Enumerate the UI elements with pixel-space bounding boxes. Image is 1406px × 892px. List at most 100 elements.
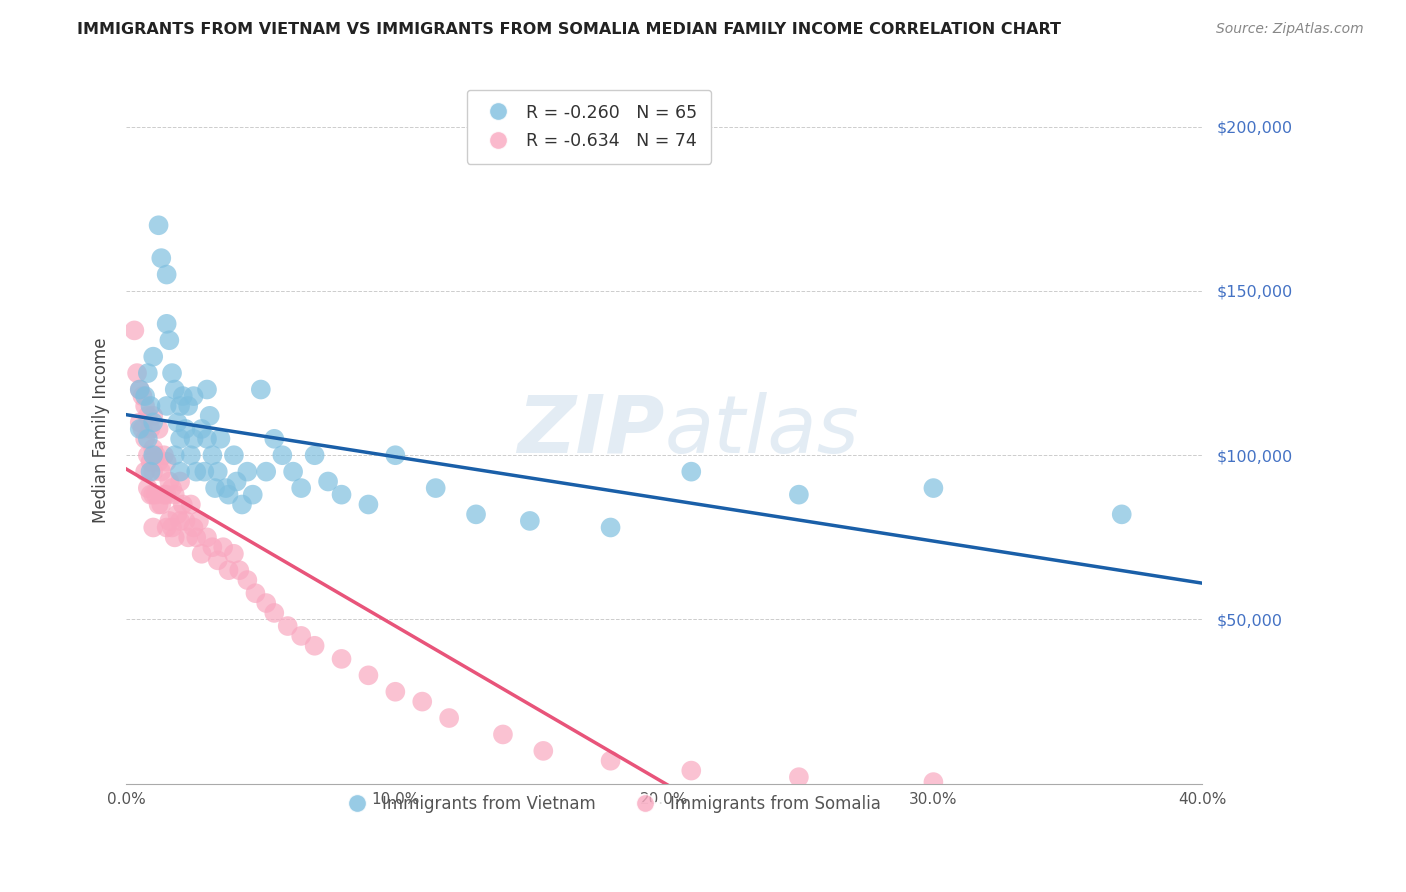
Point	[384, 685, 406, 699]
Point	[139, 422, 162, 436]
Point	[1111, 508, 1133, 522]
Point	[134, 399, 156, 413]
Point	[236, 573, 259, 587]
Point	[201, 540, 224, 554]
Point	[263, 432, 285, 446]
Point	[128, 422, 150, 436]
Point	[142, 442, 165, 456]
Point	[242, 488, 264, 502]
Point	[156, 268, 179, 282]
Point	[156, 399, 179, 413]
Point	[156, 488, 179, 502]
Point	[156, 520, 179, 534]
Point	[169, 475, 191, 489]
Point	[290, 629, 312, 643]
Point	[357, 668, 380, 682]
Point	[174, 514, 197, 528]
Point	[922, 481, 945, 495]
Point	[263, 606, 285, 620]
Point	[277, 619, 299, 633]
Point	[156, 455, 179, 469]
Point	[124, 323, 146, 337]
Point	[228, 563, 250, 577]
Point	[204, 481, 226, 495]
Point	[169, 514, 191, 528]
Point	[787, 770, 810, 784]
Point	[183, 520, 205, 534]
Point	[290, 481, 312, 495]
Point	[437, 711, 460, 725]
Point	[254, 465, 277, 479]
Point	[136, 448, 159, 462]
Point	[254, 596, 277, 610]
Point	[186, 465, 208, 479]
Y-axis label: Median Family Income: Median Family Income	[93, 338, 110, 524]
Point	[209, 432, 232, 446]
Point	[231, 498, 253, 512]
Point	[599, 754, 621, 768]
Point	[157, 475, 180, 489]
Point	[139, 465, 162, 479]
Point	[519, 514, 541, 528]
Point	[148, 455, 170, 469]
Point	[136, 409, 159, 423]
Point	[142, 409, 165, 423]
Point	[198, 409, 221, 423]
Point	[193, 465, 215, 479]
Point	[128, 383, 150, 397]
Point	[139, 399, 162, 413]
Point	[163, 448, 186, 462]
Point	[212, 540, 235, 554]
Point	[681, 465, 703, 479]
Point	[225, 475, 247, 489]
Point	[465, 508, 488, 522]
Point	[131, 422, 153, 436]
Point	[150, 498, 173, 512]
Text: IMMIGRANTS FROM VIETNAM VS IMMIGRANTS FROM SOMALIA MEDIAN FAMILY INCOME CORRELAT: IMMIGRANTS FROM VIETNAM VS IMMIGRANTS FR…	[77, 22, 1062, 37]
Text: Source: ZipAtlas.com: Source: ZipAtlas.com	[1216, 22, 1364, 37]
Point	[222, 448, 245, 462]
Point	[492, 727, 515, 741]
Point	[136, 366, 159, 380]
Point	[142, 488, 165, 502]
Point	[153, 448, 176, 462]
Text: atlas: atlas	[665, 392, 859, 469]
Point	[425, 481, 447, 495]
Point	[250, 383, 273, 397]
Point	[190, 422, 212, 436]
Point	[142, 350, 165, 364]
Point	[169, 465, 191, 479]
Point	[125, 366, 148, 380]
Point	[190, 547, 212, 561]
Point	[163, 488, 186, 502]
Point	[172, 389, 194, 403]
Point	[271, 448, 294, 462]
Point	[148, 422, 170, 436]
Point	[136, 432, 159, 446]
Point	[169, 399, 191, 413]
Point	[330, 488, 353, 502]
Point	[531, 744, 554, 758]
Point	[150, 251, 173, 265]
Point	[163, 383, 186, 397]
Point	[201, 448, 224, 462]
Point	[187, 514, 209, 528]
Point	[599, 520, 621, 534]
Point	[222, 547, 245, 561]
Point	[330, 652, 353, 666]
Point	[139, 488, 162, 502]
Point	[142, 416, 165, 430]
Point	[195, 530, 218, 544]
Point	[357, 498, 380, 512]
Point	[183, 432, 205, 446]
Point	[218, 563, 240, 577]
Point	[787, 488, 810, 502]
Point	[172, 498, 194, 512]
Point	[215, 481, 238, 495]
Point	[183, 389, 205, 403]
Point	[195, 432, 218, 446]
Point	[156, 317, 179, 331]
Point	[186, 530, 208, 544]
Point	[195, 383, 218, 397]
Point	[411, 695, 433, 709]
